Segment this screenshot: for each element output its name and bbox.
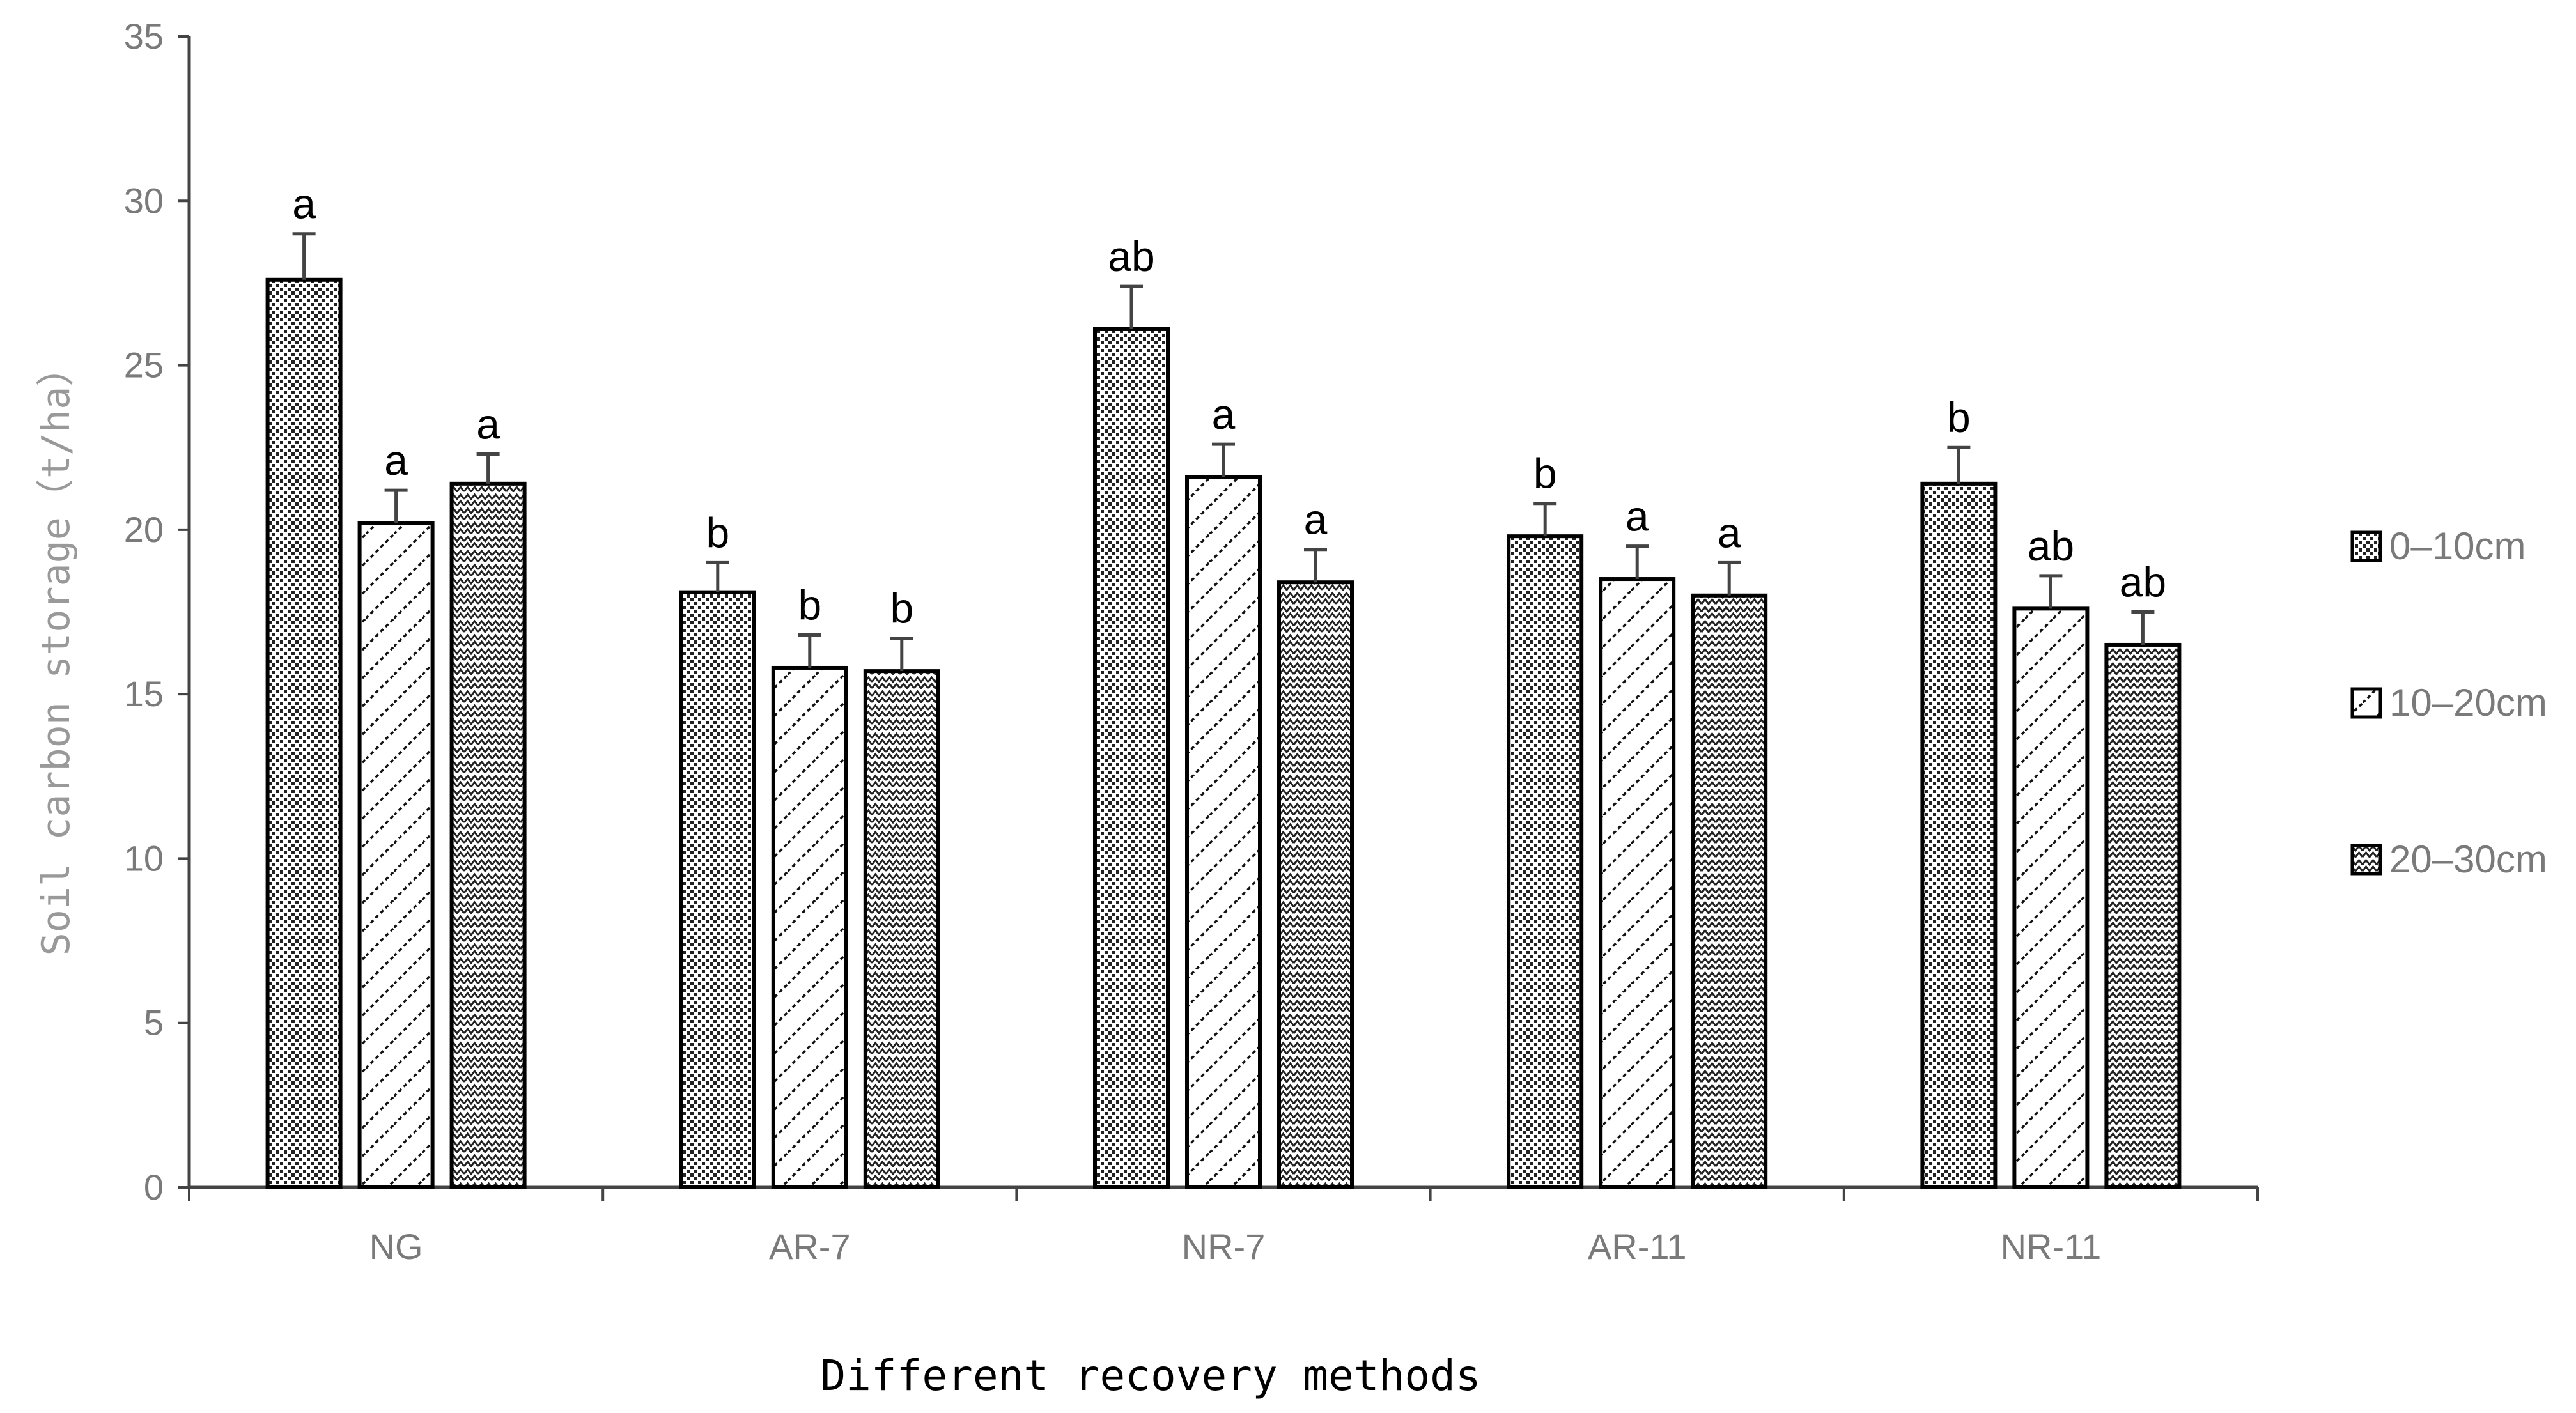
bar [679,590,756,1189]
significance-label: a [1212,390,1236,438]
x-tick-label: AR-7 [769,1226,851,1267]
error-bars [292,232,2155,672]
significance-label: b [1947,394,1971,441]
significance-label: a [1304,496,1328,543]
bar [265,277,343,1190]
x-tick-label: NR-11 [2001,1226,2102,1267]
y-ticks: 0 5 10 15 20 25 30 35 [124,16,189,1207]
legend-swatch [2350,530,2382,562]
y-tick-label: 25 [124,345,164,385]
y-tick-label: 15 [124,674,164,714]
legend-label: 10–20cm [2389,681,2547,724]
bar [2012,606,2090,1189]
significance-label: a [1626,493,1649,540]
bar [1691,593,1768,1189]
bar [1507,534,1584,1189]
x-ticks: NG AR-7 NR-7 AR-11 NR-11 [188,1187,2259,1267]
x-tick-label: NG [369,1226,423,1267]
significance-label: ab [2028,522,2074,569]
bars [265,277,2182,1190]
bar [771,665,848,1189]
bar [1277,580,1354,1189]
bar [1599,577,1676,1189]
significance-label: ab [2120,559,2166,606]
bar [1920,481,1998,1189]
bar [357,521,435,1190]
significance-label: b [1533,450,1557,497]
y-tick-label: 0 [144,1167,164,1207]
significance-label: b [798,582,821,629]
legend: 0–10cm 10–20cm 20–30cm [2350,525,2547,881]
bar [2104,642,2182,1189]
legend-swatch [2350,844,2382,876]
bar [1185,475,1262,1189]
significance-label: b [890,585,913,632]
x-tick-label: AR-11 [1588,1226,1687,1267]
legend-label: 20–30cm [2389,838,2547,881]
significance-label: a [1718,509,1741,556]
x-axis-title: Different recovery methods [820,1351,1480,1400]
significance-label: a [292,180,316,228]
significance-label: a [384,436,408,484]
bar [863,669,940,1189]
bar [449,481,527,1189]
y-tick-label: 20 [124,509,164,550]
y-tick-label: 10 [124,838,164,878]
x-tick-label: NR-7 [1182,1226,1266,1267]
significance-label: a [476,401,500,448]
y-tick-label: 35 [124,16,164,56]
y-tick-label: 30 [124,180,164,220]
y-axis-title: Soil carbon storage（t/ha） [34,348,79,956]
significance-label: b [706,509,729,556]
legend-swatch [2350,687,2382,719]
significance-label: ab [1108,233,1154,280]
bar [1093,327,1170,1189]
legend-label: 0–10cm [2389,525,2526,568]
y-tick-label: 5 [144,1003,164,1043]
